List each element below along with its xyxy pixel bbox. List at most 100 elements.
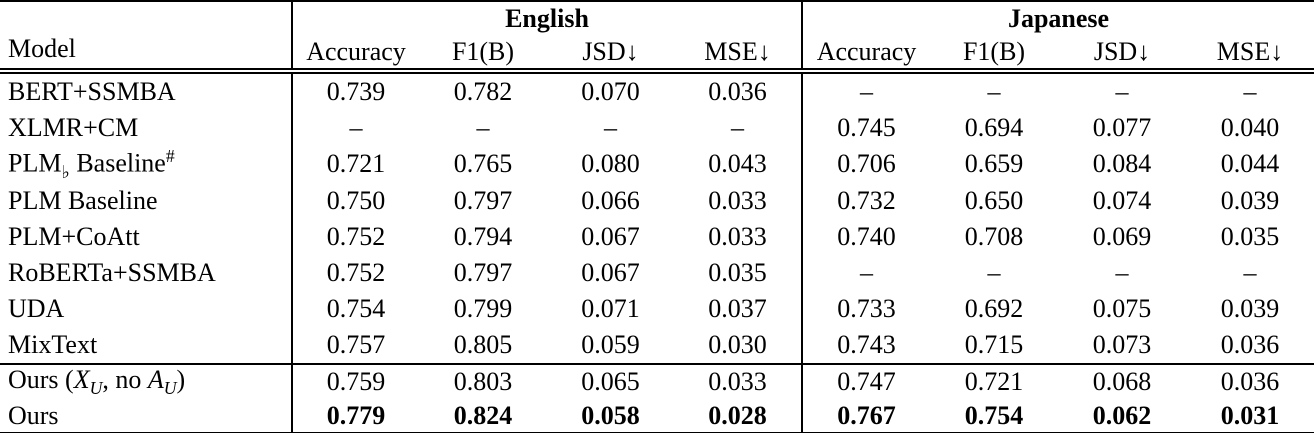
value-cell: 0.036 [1186, 362, 1314, 400]
model-cell: PLM♭ Baseline# [0, 146, 292, 183]
table-row-plm-baseline: PLM Baseline 0.750 0.797 0.066 0.033 0.7… [0, 182, 1314, 219]
value-cell: 0.028 [708, 400, 767, 430]
value-cell: 0.068 [1058, 362, 1187, 400]
col-header-accuracy-ja: Accuracy [801, 35, 931, 74]
value-cell: – [476, 113, 490, 142]
value-cell: 0.721 [930, 362, 1059, 400]
value-cell: 0.754 [291, 290, 419, 327]
col-header-jsd-en: JSD↓ [547, 35, 674, 74]
value-cell: 0.692 [964, 293, 1024, 323]
table-row-uda: UDA 0.754 0.799 0.071 0.037 0.733 0.692 … [0, 290, 1314, 327]
value-cell: 0.757 [291, 326, 419, 364]
math-a-symbol: A [147, 364, 164, 394]
model-name-rest: Baseline [69, 148, 166, 178]
group-header-japanese: Japanese [801, 1, 1314, 35]
model-name-base: PLM [8, 148, 62, 178]
value-cell: 0.759 [291, 362, 419, 400]
value-cell: 0.797 [453, 257, 513, 287]
value-cell: – [1115, 257, 1129, 287]
value-cell: – [987, 77, 1001, 106]
value-cell: 0.067 [581, 221, 640, 251]
value-cell: 0.752 [291, 254, 419, 291]
value-cell: 0.031 [1220, 400, 1280, 430]
value-cell: 0.779 [291, 399, 419, 433]
value-cell: 0.059 [581, 329, 640, 359]
value-cell: 0.659 [964, 149, 1024, 179]
model-name-mid: , no [102, 364, 148, 394]
value-cell: 0.739 [291, 71, 419, 110]
value-cell: 0.073 [1092, 329, 1152, 359]
value-cell: – [987, 257, 1001, 287]
value-cell: 0.074 [1092, 185, 1152, 215]
value-cell: 0.743 [801, 326, 931, 364]
table-row-plmb-baseline: PLM♭ Baseline# 0.721 0.765 0.080 0.043 0… [0, 146, 1314, 183]
group-header-row: Model English Japanese [0, 1, 1314, 74]
model-cell: UDA [8, 293, 65, 323]
table-body: BERT+SSMBA 0.739 0.782 0.070 0.036 – – –… [0, 71, 1314, 433]
table-row-plm-coatt: PLM+CoAtt 0.752 0.794 0.067 0.033 0.740 … [0, 218, 1314, 255]
value-cell: 0.035 [708, 257, 767, 287]
math-x-subscript: U [89, 378, 103, 399]
value-cell: 0.803 [419, 362, 547, 400]
value-cell: 0.043 [708, 149, 767, 179]
value-cell: 0.040 [1220, 113, 1280, 142]
value-cell: 0.732 [801, 182, 931, 219]
col-header-accuracy-en: Accuracy [291, 35, 419, 74]
value-cell: 0.747 [801, 362, 931, 400]
col-header-f1b-ja: F1(B) [930, 35, 1059, 74]
model-cell: Ours [8, 400, 59, 430]
col-header-jsd-ja: JSD↓ [1058, 35, 1187, 74]
model-name-flat-subscript: ♭ [61, 161, 70, 182]
value-cell: 0.044 [1220, 149, 1280, 179]
value-cell: – [731, 113, 744, 142]
value-cell: 0.058 [581, 400, 640, 430]
value-cell: 0.740 [801, 218, 931, 255]
value-cell: – [604, 113, 617, 142]
model-cell: Ours (XU, no AU) [0, 362, 292, 400]
table-row-ours-ablation: Ours (XU, no AU) 0.759 0.803 0.065 0.033… [0, 362, 1314, 400]
value-cell: 0.071 [581, 293, 640, 323]
value-cell: 0.084 [1092, 149, 1152, 179]
table-row-roberta-ssmba: RoBERTa+SSMBA 0.752 0.797 0.067 0.035 – … [0, 254, 1314, 291]
model-cell: XLMR+CM [8, 113, 139, 142]
value-cell: 0.066 [581, 185, 640, 215]
value-cell: 0.799 [453, 293, 513, 323]
col-header-model: Model [0, 1, 292, 74]
math-a-subscript: U [163, 378, 177, 399]
value-cell: 0.750 [291, 182, 419, 219]
value-cell: 0.075 [1092, 293, 1152, 323]
value-cell: 0.039 [1220, 185, 1280, 215]
value-cell: – [1243, 77, 1257, 106]
group-header-english: English [290, 1, 803, 35]
model-cell: RoBERTa+SSMBA [8, 257, 216, 287]
value-cell: 0.037 [708, 293, 767, 323]
value-cell: 0.782 [453, 77, 513, 106]
value-cell: 0.767 [801, 399, 931, 433]
value-cell: – [1243, 257, 1257, 287]
value-cell: 0.077 [1092, 113, 1152, 142]
table-header: Model English Japanese Accuracy F1(B) JS… [0, 1, 1314, 74]
value-cell: 0.035 [1220, 221, 1280, 251]
value-cell: 0.754 [964, 400, 1024, 430]
value-cell: 0.765 [453, 149, 513, 179]
value-cell: 0.033 [708, 221, 767, 251]
value-cell: 0.033 [674, 362, 803, 400]
value-cell: 0.080 [581, 149, 640, 179]
table-row-xlmr-cm: XLMR+CM – – – – 0.745 0.694 0.077 0.040 [0, 110, 1314, 146]
value-cell: 0.794 [453, 221, 513, 251]
value-cell: 0.650 [964, 185, 1024, 215]
value-cell: 0.062 [1092, 400, 1152, 430]
table-row-bert-ssmba: BERT+SSMBA 0.739 0.782 0.070 0.036 – – –… [0, 71, 1314, 110]
value-cell: 0.036 [708, 77, 767, 106]
model-cell: PLM+CoAtt [8, 221, 140, 251]
value-cell: 0.039 [1220, 293, 1280, 323]
value-cell: 0.065 [547, 362, 674, 400]
value-cell: 0.721 [291, 146, 419, 183]
model-name-prefix: Ours ( [8, 364, 74, 394]
value-cell: 0.797 [453, 185, 513, 215]
col-header-f1b-en: F1(B) [419, 35, 547, 74]
value-cell: 0.706 [801, 146, 931, 183]
value-cell: – [291, 110, 419, 146]
